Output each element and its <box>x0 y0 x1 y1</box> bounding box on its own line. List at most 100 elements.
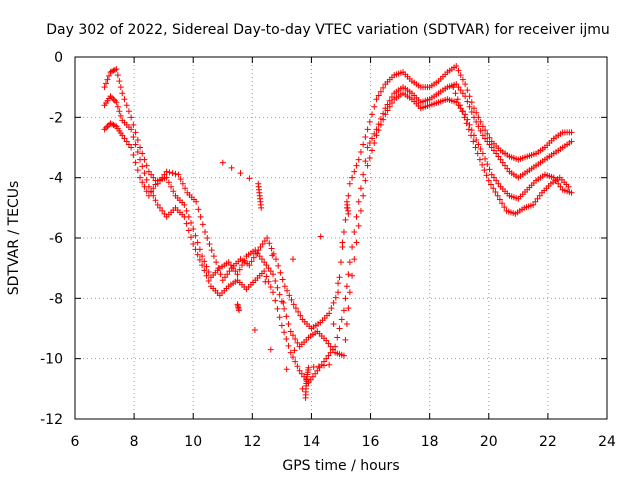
data-point <box>457 87 464 94</box>
data-point <box>179 180 186 187</box>
data-point <box>261 238 268 245</box>
data-point <box>375 92 382 99</box>
data-point <box>183 207 190 214</box>
data-point <box>532 198 539 205</box>
series-scattered <box>219 159 352 401</box>
data-point <box>117 112 124 119</box>
data-point <box>148 171 155 178</box>
data-point <box>336 325 343 332</box>
y-tick-label: -12 <box>40 412 63 428</box>
data-point <box>270 250 277 257</box>
data-point <box>150 174 157 181</box>
data-point <box>364 144 371 151</box>
data-point <box>362 177 369 184</box>
data-point <box>351 168 358 175</box>
data-point <box>169 170 176 177</box>
data-point <box>482 155 489 162</box>
data-point <box>315 363 322 370</box>
data-point <box>360 141 367 148</box>
data-point <box>494 192 501 199</box>
data-point <box>283 366 290 373</box>
data-point <box>263 273 270 280</box>
data-point <box>276 314 283 321</box>
data-point <box>497 156 504 163</box>
data-point <box>289 354 296 361</box>
data-point <box>490 174 497 181</box>
data-point <box>119 90 126 97</box>
y-tick-labels: 0 -2 -4 -6 -8 -10 -12 <box>40 50 63 428</box>
data-point <box>459 90 466 97</box>
data-point <box>492 188 499 195</box>
y-tick-label: 0 <box>54 50 63 66</box>
data-point <box>294 363 301 370</box>
data-point <box>206 241 213 248</box>
data-point <box>345 210 352 217</box>
data-point <box>137 144 144 151</box>
data-point <box>310 363 317 370</box>
data-point <box>201 267 208 274</box>
data-point <box>272 297 279 304</box>
data-point <box>355 156 362 163</box>
data-point <box>380 116 387 123</box>
data-point <box>338 316 345 323</box>
data-point <box>278 322 285 329</box>
data-point <box>199 262 206 269</box>
data-point <box>130 133 137 140</box>
y-tick-label: -4 <box>49 171 63 187</box>
data-point <box>284 287 291 294</box>
grid <box>75 57 607 419</box>
data-point <box>340 352 347 359</box>
data-point <box>262 278 269 285</box>
data-point <box>145 168 152 175</box>
data-point <box>455 67 462 74</box>
data-point <box>466 121 473 128</box>
data-point <box>357 149 364 156</box>
data-point <box>380 84 387 91</box>
data-point <box>371 139 378 146</box>
x-tick-label: 12 <box>243 434 261 450</box>
data-point <box>274 284 281 291</box>
data-point <box>321 362 328 369</box>
data-point <box>317 233 324 240</box>
data-point <box>283 336 290 343</box>
data-point <box>226 268 233 275</box>
data-point <box>463 120 470 127</box>
data-point <box>371 103 378 110</box>
data-point <box>487 181 494 188</box>
data-point <box>258 204 265 211</box>
y-tick-label: -6 <box>49 231 63 247</box>
data-point <box>288 296 295 303</box>
data-point <box>261 259 268 266</box>
data-point <box>477 127 484 134</box>
data-point <box>139 163 146 170</box>
data-point <box>188 234 195 241</box>
x-tick-labels: 6 8 10 12 14 16 18 20 22 24 <box>71 434 616 450</box>
x-tick-label: 22 <box>539 434 557 450</box>
data-point <box>159 207 166 214</box>
data-point <box>166 169 173 176</box>
data-point <box>258 256 265 263</box>
data-point <box>475 123 482 130</box>
data-point <box>353 162 360 169</box>
data-point <box>323 355 330 362</box>
data-point <box>251 327 258 334</box>
data-point <box>246 175 253 182</box>
data-point <box>377 121 384 128</box>
data-point <box>484 161 491 168</box>
data-point <box>468 132 475 139</box>
data-point <box>181 201 188 208</box>
data-point <box>468 99 475 106</box>
data-point <box>270 271 277 278</box>
data-point <box>485 177 492 184</box>
data-point <box>568 138 575 145</box>
data-point <box>292 305 299 312</box>
data-point <box>275 262 282 269</box>
data-point <box>336 274 343 281</box>
data-point <box>101 84 108 91</box>
data-point <box>197 213 204 220</box>
data-point <box>139 179 146 186</box>
data-point <box>483 172 490 179</box>
data-point <box>199 221 206 228</box>
data-point <box>182 185 189 192</box>
data-point <box>355 198 362 205</box>
